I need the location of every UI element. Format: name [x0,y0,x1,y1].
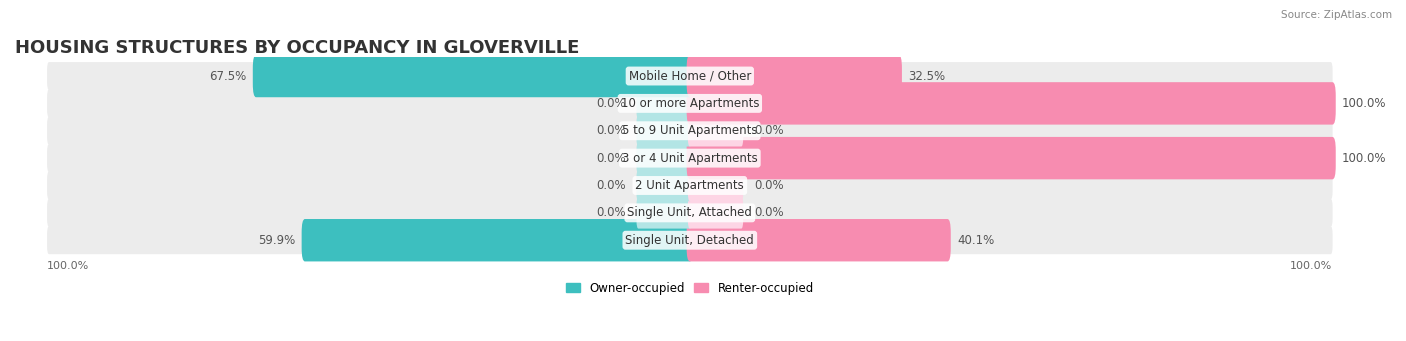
FancyBboxPatch shape [686,137,1336,179]
Text: 2 Unit Apartments: 2 Unit Apartments [636,179,744,192]
FancyBboxPatch shape [302,219,693,262]
FancyBboxPatch shape [46,117,1333,145]
Text: 40.1%: 40.1% [957,234,994,247]
Text: 0.0%: 0.0% [754,206,783,219]
FancyBboxPatch shape [637,170,692,201]
Text: Single Unit, Attached: Single Unit, Attached [627,206,752,219]
Text: 10 or more Apartments: 10 or more Apartments [620,97,759,110]
FancyBboxPatch shape [253,55,693,97]
Text: Mobile Home / Other: Mobile Home / Other [628,70,751,83]
Text: 100.0%: 100.0% [48,261,90,271]
Text: 67.5%: 67.5% [209,70,246,83]
Text: HOUSING STRUCTURES BY OCCUPANCY IN GLOVERVILLE: HOUSING STRUCTURES BY OCCUPANCY IN GLOVE… [15,39,579,57]
Text: Source: ZipAtlas.com: Source: ZipAtlas.com [1281,10,1392,20]
FancyBboxPatch shape [637,88,692,119]
FancyBboxPatch shape [46,89,1333,117]
FancyBboxPatch shape [46,172,1333,199]
Text: 5 to 9 Unit Apartments: 5 to 9 Unit Apartments [621,124,758,137]
Text: 100.0%: 100.0% [1343,152,1386,165]
Text: 59.9%: 59.9% [257,234,295,247]
FancyBboxPatch shape [637,197,692,228]
Text: Single Unit, Detached: Single Unit, Detached [626,234,754,247]
Text: 0.0%: 0.0% [754,124,783,137]
FancyBboxPatch shape [688,170,744,201]
Text: 0.0%: 0.0% [596,152,626,165]
FancyBboxPatch shape [46,62,1333,90]
FancyBboxPatch shape [46,144,1333,172]
Text: 0.0%: 0.0% [596,179,626,192]
Text: 100.0%: 100.0% [1291,261,1333,271]
FancyBboxPatch shape [637,143,692,174]
FancyBboxPatch shape [46,199,1333,227]
FancyBboxPatch shape [46,226,1333,254]
Text: 32.5%: 32.5% [908,70,945,83]
Text: 0.0%: 0.0% [754,179,783,192]
Text: 0.0%: 0.0% [596,206,626,219]
FancyBboxPatch shape [688,197,744,228]
FancyBboxPatch shape [637,115,692,147]
FancyBboxPatch shape [686,219,950,262]
FancyBboxPatch shape [686,55,901,97]
Legend: Owner-occupied, Renter-occupied: Owner-occupied, Renter-occupied [561,277,818,300]
Text: 3 or 4 Unit Apartments: 3 or 4 Unit Apartments [621,152,758,165]
FancyBboxPatch shape [688,115,744,147]
Text: 0.0%: 0.0% [596,124,626,137]
FancyBboxPatch shape [686,82,1336,124]
Text: 100.0%: 100.0% [1343,97,1386,110]
Text: 0.0%: 0.0% [596,97,626,110]
